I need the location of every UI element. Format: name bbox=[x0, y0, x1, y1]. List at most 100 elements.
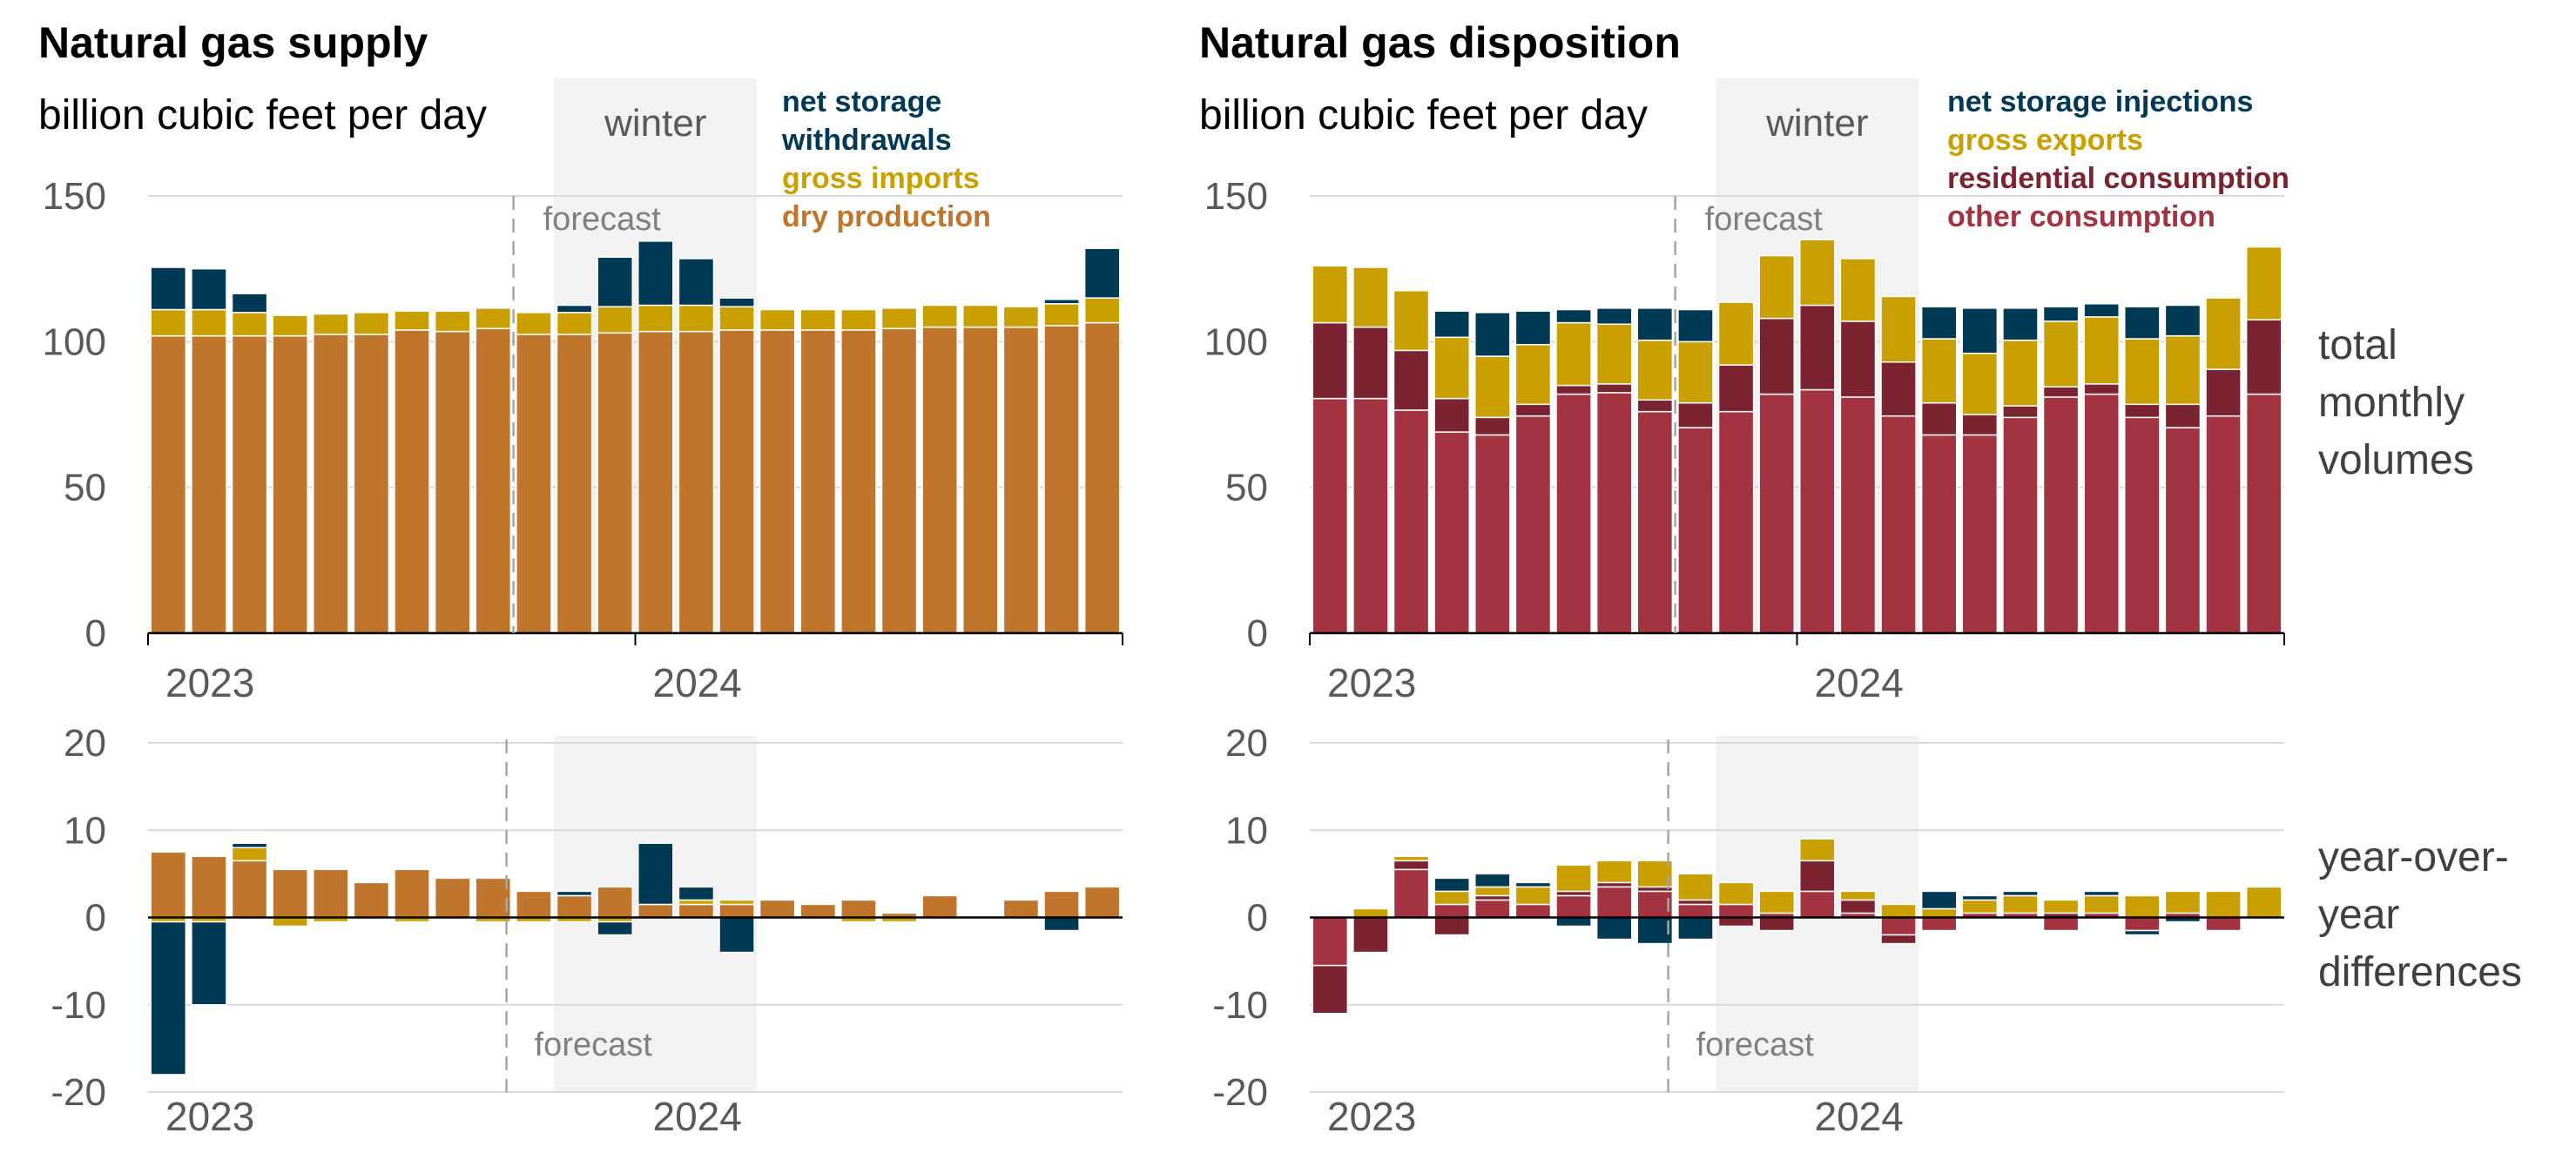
bar-segment bbox=[1961, 434, 1999, 634]
bar-segment bbox=[1555, 916, 1592, 927]
bar-segment bbox=[2245, 886, 2283, 919]
bar-segment bbox=[1555, 308, 1592, 324]
bar-segment bbox=[1717, 364, 1755, 413]
bar-segment bbox=[2124, 929, 2161, 936]
bar-segment bbox=[1717, 903, 1755, 919]
bar-segment bbox=[1514, 415, 1552, 634]
bar-segment bbox=[1474, 894, 1511, 901]
bar-segment bbox=[880, 327, 918, 634]
bar-segment bbox=[150, 308, 187, 337]
bar-segment bbox=[150, 921, 187, 1076]
bar-segment bbox=[1352, 397, 1389, 634]
bar-segment bbox=[1677, 401, 1714, 428]
bar-segment bbox=[1514, 881, 1552, 888]
bar-segment bbox=[2245, 246, 2283, 320]
bar-segment bbox=[1083, 886, 1121, 919]
bar-segment bbox=[1880, 903, 1917, 919]
bar-segment bbox=[1555, 890, 1592, 897]
bar-segment bbox=[1920, 916, 1958, 932]
bar-segment bbox=[353, 881, 390, 919]
bar-segment bbox=[1920, 907, 1958, 919]
bar-segment bbox=[1433, 397, 1470, 433]
bar-segment bbox=[1595, 886, 1633, 919]
bar-segment bbox=[150, 334, 187, 634]
bar-segment bbox=[272, 334, 308, 634]
y-tick-label: 20 bbox=[1225, 722, 1268, 765]
bar-segment bbox=[1514, 310, 1552, 346]
bar-segment bbox=[1474, 873, 1511, 888]
bar-segment bbox=[718, 899, 755, 906]
x-year-label: 2024 bbox=[653, 1094, 742, 1139]
bar-segment bbox=[1555, 321, 1592, 387]
bar-segment bbox=[2042, 306, 2080, 322]
bar-segment bbox=[2205, 368, 2242, 417]
bar-segment bbox=[434, 877, 471, 919]
bar-segment bbox=[1880, 361, 1917, 417]
bar-segment bbox=[353, 334, 390, 634]
legend-net-storage: net storage bbox=[782, 85, 941, 118]
bar-segment bbox=[475, 327, 512, 634]
bar-segment bbox=[1758, 916, 1795, 932]
bar-segment bbox=[1433, 903, 1470, 919]
bar-segment bbox=[2083, 316, 2120, 385]
bar-segment bbox=[2124, 403, 2161, 419]
bar-segment bbox=[2042, 386, 2080, 398]
bar-segment bbox=[394, 310, 430, 331]
legend-residential-consumption: residential consumption bbox=[1947, 162, 2289, 195]
y-tick-label: 10 bbox=[1225, 809, 1268, 852]
bar-segment bbox=[231, 842, 268, 849]
bar-segment bbox=[718, 916, 755, 954]
bar-segment bbox=[1920, 306, 1958, 340]
bar-segment bbox=[1799, 838, 1836, 862]
bar-segment bbox=[1880, 295, 1917, 363]
bar-segment bbox=[1717, 916, 1755, 927]
x-year-label: 2024 bbox=[653, 660, 742, 705]
bar-segment bbox=[1514, 403, 1552, 417]
bar-segment bbox=[2205, 415, 2242, 634]
bar-segment bbox=[1433, 310, 1470, 339]
bar-segment bbox=[1474, 416, 1511, 436]
bar-segment bbox=[313, 313, 349, 335]
bar-segment bbox=[1799, 860, 1836, 893]
bar-segment bbox=[1514, 903, 1552, 919]
bar-segment bbox=[1636, 886, 1674, 893]
bar-segment bbox=[556, 894, 593, 919]
supply-total-panel: winter 0 50 100 150 2023 2024 forecast bbox=[43, 78, 1123, 705]
bar-segment bbox=[1433, 916, 1470, 936]
bar-segment bbox=[1595, 916, 1633, 941]
bar-segment bbox=[2164, 334, 2202, 406]
side-label-total: total monthly volumes bbox=[2318, 322, 2474, 483]
bar-segment bbox=[1880, 916, 1917, 936]
bar-segment bbox=[231, 334, 268, 634]
bar-segment bbox=[1677, 427, 1714, 634]
bar-segment bbox=[678, 899, 715, 906]
bar-segment bbox=[799, 903, 837, 919]
disposition-total-panel: winter 0 50 100 150 2023 2024 forecast bbox=[1204, 78, 2285, 705]
y-tick-label: 0 bbox=[85, 612, 106, 655]
bar-segment bbox=[2164, 427, 2202, 634]
bar-segment bbox=[1043, 325, 1080, 634]
bar-segment bbox=[1636, 307, 1674, 341]
disposition-legend: net storage injections gross exports res… bbox=[1947, 85, 2289, 233]
y-tick-label: 50 bbox=[64, 467, 106, 509]
bar-segment bbox=[1393, 855, 1430, 862]
supply-legend: net storage withdrawals gross imports dr… bbox=[781, 85, 991, 233]
side-label-yoy-line2: year bbox=[2318, 892, 2399, 938]
bar-segment bbox=[597, 332, 633, 634]
bar-segment bbox=[1433, 877, 1470, 893]
bar-segment bbox=[1839, 890, 1877, 901]
bar-segment bbox=[1002, 326, 1040, 634]
bar-segment bbox=[556, 304, 593, 314]
y-tick-label: 0 bbox=[1247, 612, 1268, 655]
x-year-label: 2023 bbox=[165, 1094, 254, 1139]
bar-segment bbox=[150, 266, 187, 311]
bar-segment bbox=[1393, 409, 1430, 634]
bar-segment bbox=[2124, 338, 2161, 406]
bar-segment bbox=[880, 307, 918, 330]
bar-segment bbox=[1839, 899, 1877, 914]
y-tick-label: 0 bbox=[85, 897, 106, 940]
y-tick-label: 100 bbox=[43, 320, 106, 363]
bar-segment bbox=[1677, 341, 1714, 404]
y-tick-label: -10 bbox=[1212, 984, 1268, 1027]
bar-segment bbox=[1555, 864, 1592, 893]
